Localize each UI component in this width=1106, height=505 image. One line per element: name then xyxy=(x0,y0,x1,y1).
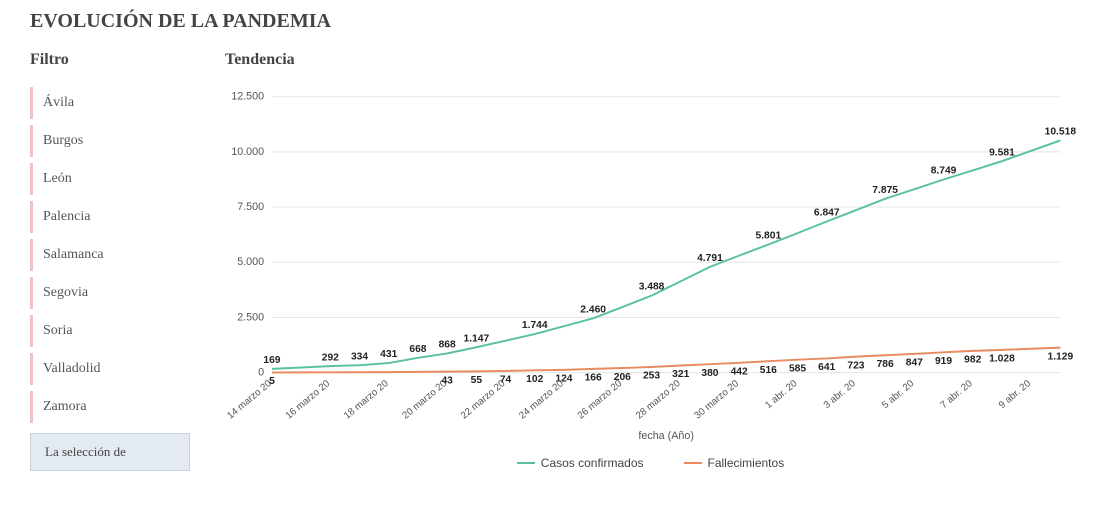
svg-text:334: 334 xyxy=(351,351,368,362)
legend-item: Fallecimientos xyxy=(684,456,785,470)
filter-item[interactable]: Palencia xyxy=(30,201,205,233)
svg-text:0: 0 xyxy=(258,367,264,379)
selection-box: La selección de xyxy=(30,433,190,471)
filter-item[interactable]: Ávila xyxy=(30,87,205,119)
svg-text:30 marzo 20: 30 marzo 20 xyxy=(692,378,741,422)
svg-text:982: 982 xyxy=(964,355,981,366)
legend-swatch xyxy=(517,462,535,464)
svg-text:5: 5 xyxy=(269,376,275,387)
svg-text:585: 585 xyxy=(789,363,806,374)
svg-text:3 abr. 20: 3 abr. 20 xyxy=(822,378,859,411)
filter-item[interactable]: Salamanca xyxy=(30,239,205,271)
filter-item[interactable]: Soria xyxy=(30,315,205,347)
svg-text:fecha (Año): fecha (Año) xyxy=(638,430,694,442)
svg-text:28 marzo 20: 28 marzo 20 xyxy=(634,378,683,422)
filter-item[interactable]: León xyxy=(30,163,205,195)
filter-item[interactable]: Zamora xyxy=(30,391,205,423)
svg-text:1.129: 1.129 xyxy=(1047,351,1073,362)
svg-text:380: 380 xyxy=(701,368,718,379)
legend-label: Fallecimientos xyxy=(708,456,785,470)
svg-text:321: 321 xyxy=(672,369,689,380)
svg-text:786: 786 xyxy=(877,359,894,370)
svg-text:7.875: 7.875 xyxy=(872,185,898,196)
filter-title: Filtro xyxy=(30,51,205,69)
svg-text:9 abr. 20: 9 abr. 20 xyxy=(997,378,1034,411)
svg-text:8.749: 8.749 xyxy=(931,166,957,177)
svg-text:18 marzo 20: 18 marzo 20 xyxy=(342,378,391,422)
legend-item: Casos confirmados xyxy=(517,456,644,470)
filter-item[interactable]: Segovia xyxy=(30,277,205,309)
page-title: EVOLUCIÓN DE LA PANDEMIA xyxy=(30,10,1076,33)
svg-text:43: 43 xyxy=(441,375,453,386)
chart-title: Tendencia xyxy=(225,51,1076,69)
svg-text:668: 668 xyxy=(409,344,426,355)
svg-text:6.847: 6.847 xyxy=(814,208,840,219)
filter-sidebar: Filtro Ávila Burgos León Palencia Salamanca S… xyxy=(30,51,205,471)
filter-item[interactable]: Valladolid xyxy=(30,353,205,385)
svg-text:641: 641 xyxy=(818,362,835,373)
svg-text:5.801: 5.801 xyxy=(755,231,781,242)
svg-text:169: 169 xyxy=(263,355,280,366)
svg-text:919: 919 xyxy=(935,356,952,367)
svg-text:5 abr. 20: 5 abr. 20 xyxy=(880,378,917,411)
svg-text:166: 166 xyxy=(585,373,602,384)
svg-text:431: 431 xyxy=(380,349,397,360)
svg-text:124: 124 xyxy=(555,374,572,385)
svg-text:1.744: 1.744 xyxy=(522,320,548,331)
svg-text:1.028: 1.028 xyxy=(989,354,1015,365)
svg-text:7.500: 7.500 xyxy=(237,201,264,213)
svg-text:206: 206 xyxy=(614,372,631,383)
trend-chart: 02.5005.0007.50010.00012.50014 marzo 201… xyxy=(225,79,1076,449)
svg-text:4.791: 4.791 xyxy=(697,253,723,264)
svg-text:14 marzo 20: 14 marzo 20 xyxy=(225,378,274,422)
svg-text:5.000: 5.000 xyxy=(237,256,264,268)
svg-text:26 marzo 20: 26 marzo 20 xyxy=(576,378,625,422)
svg-text:723: 723 xyxy=(847,360,864,371)
svg-text:16 marzo 20: 16 marzo 20 xyxy=(284,378,333,422)
svg-text:102: 102 xyxy=(526,374,543,385)
svg-text:10.000: 10.000 xyxy=(231,146,264,158)
svg-text:2.500: 2.500 xyxy=(237,311,264,323)
svg-text:9.581: 9.581 xyxy=(989,147,1015,158)
filter-item[interactable]: Burgos xyxy=(30,125,205,157)
legend-label: Casos confirmados xyxy=(541,456,644,470)
svg-text:516: 516 xyxy=(760,365,777,376)
svg-text:12.500: 12.500 xyxy=(231,91,264,103)
svg-text:868: 868 xyxy=(439,340,456,351)
svg-text:7 abr. 20: 7 abr. 20 xyxy=(938,378,975,411)
svg-text:442: 442 xyxy=(731,367,748,378)
svg-text:253: 253 xyxy=(643,371,660,382)
chart-area: Tendencia 0 2.500 5.000 7.500 10.000 12.500 14… xyxy=(205,51,1076,471)
svg-text:74: 74 xyxy=(500,375,512,386)
svg-text:10.518: 10.518 xyxy=(1045,127,1076,138)
legend-swatch xyxy=(684,462,702,464)
svg-text:2.460: 2.460 xyxy=(580,304,606,315)
svg-text:1 abr. 20: 1 abr. 20 xyxy=(763,378,800,411)
svg-text:55: 55 xyxy=(471,375,483,386)
svg-text:292: 292 xyxy=(322,352,339,363)
svg-text:1.147: 1.147 xyxy=(463,333,489,344)
svg-text:3.488: 3.488 xyxy=(639,282,665,293)
svg-text:847: 847 xyxy=(906,358,923,369)
